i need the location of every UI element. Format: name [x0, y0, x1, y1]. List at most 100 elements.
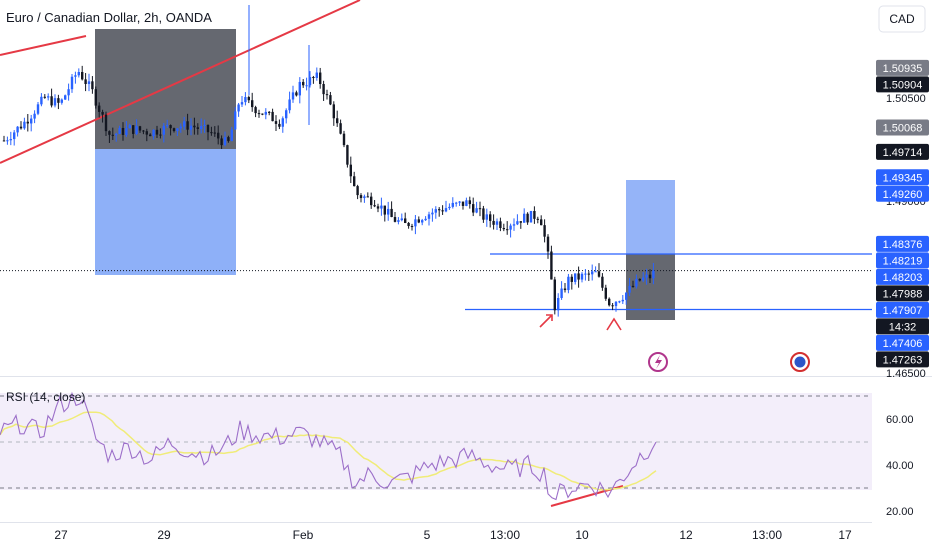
- candle[interactable]: [339, 119, 342, 135]
- candle[interactable]: [172, 127, 176, 133]
- candle[interactable]: [145, 128, 148, 142]
- candle[interactable]: [108, 130, 111, 143]
- candle[interactable]: [278, 119, 281, 130]
- candle[interactable]: [441, 205, 444, 215]
- candle[interactable]: [43, 94, 46, 99]
- price-badge[interactable]: 1.48203: [876, 268, 929, 285]
- trendline-upper[interactable]: [0, 35, 87, 56]
- candle[interactable]: [111, 127, 114, 141]
- candle[interactable]: [227, 135, 230, 143]
- candle[interactable]: [135, 119, 138, 136]
- candle[interactable]: [132, 125, 135, 139]
- candle[interactable]: [373, 200, 376, 208]
- candle[interactable]: [183, 116, 186, 131]
- candle[interactable]: [642, 272, 645, 283]
- candle[interactable]: [312, 75, 315, 84]
- candle[interactable]: [414, 214, 417, 235]
- candle[interactable]: [482, 205, 485, 223]
- candle[interactable]: [529, 210, 533, 223]
- candle[interactable]: [13, 130, 16, 146]
- candle[interactable]: [336, 110, 339, 127]
- candle[interactable]: [64, 94, 67, 100]
- candle[interactable]: [217, 125, 220, 145]
- candle[interactable]: [81, 65, 84, 81]
- candle[interactable]: [580, 272, 584, 283]
- candle[interactable]: [230, 126, 233, 142]
- candle[interactable]: [421, 218, 424, 226]
- candle[interactable]: [251, 92, 254, 112]
- candle[interactable]: [625, 292, 628, 305]
- candle[interactable]: [101, 109, 104, 123]
- candle[interactable]: [84, 73, 87, 92]
- candle[interactable]: [220, 135, 223, 149]
- candle[interactable]: [342, 130, 346, 148]
- candle[interactable]: [210, 126, 213, 136]
- candle[interactable]: [288, 91, 291, 114]
- candle[interactable]: [19, 121, 23, 130]
- candle[interactable]: [635, 274, 638, 289]
- candle[interactable]: [302, 79, 305, 88]
- candle[interactable]: [648, 269, 652, 284]
- candle[interactable]: [329, 91, 332, 106]
- candle[interactable]: [465, 197, 468, 207]
- candle[interactable]: [506, 221, 509, 235]
- candle[interactable]: [244, 92, 247, 106]
- trendline-channel[interactable]: [0, 0, 361, 164]
- candle[interactable]: [53, 94, 57, 108]
- candle[interactable]: [631, 280, 635, 288]
- candle[interactable]: [213, 126, 216, 137]
- candle[interactable]: [533, 206, 536, 224]
- candle[interactable]: [237, 102, 240, 117]
- candle[interactable]: [149, 133, 152, 137]
- candle[interactable]: [550, 245, 553, 280]
- candle[interactable]: [519, 221, 522, 229]
- candle[interactable]: [91, 76, 94, 94]
- candle[interactable]: [597, 263, 601, 278]
- candle[interactable]: [553, 276, 556, 315]
- candle[interactable]: [206, 124, 210, 141]
- candle[interactable]: [264, 108, 267, 120]
- candle[interactable]: [438, 207, 441, 217]
- candle[interactable]: [397, 217, 400, 225]
- candle[interactable]: [410, 223, 414, 231]
- candle[interactable]: [390, 201, 393, 218]
- candle[interactable]: [577, 266, 580, 288]
- candle[interactable]: [567, 273, 570, 294]
- candle[interactable]: [356, 184, 359, 200]
- rsi-label[interactable]: RSI (14, close): [6, 390, 85, 404]
- candle[interactable]: [121, 122, 125, 141]
- candle[interactable]: [176, 128, 179, 136]
- candle[interactable]: [291, 85, 295, 103]
- candle[interactable]: [308, 71, 312, 88]
- price-badge[interactable]: 1.47988: [876, 285, 929, 302]
- candle[interactable]: [196, 123, 199, 135]
- candle[interactable]: [186, 113, 189, 136]
- candle[interactable]: [574, 273, 577, 285]
- candle[interactable]: [142, 130, 145, 135]
- candle[interactable]: [67, 83, 70, 101]
- candle[interactable]: [614, 300, 618, 312]
- candle[interactable]: [489, 211, 492, 228]
- candle[interactable]: [618, 300, 621, 304]
- candle[interactable]: [621, 294, 624, 304]
- candle[interactable]: [203, 119, 206, 133]
- candle[interactable]: [407, 221, 410, 229]
- candle[interactable]: [16, 126, 19, 137]
- candle[interactable]: [540, 215, 543, 226]
- candle[interactable]: [512, 218, 516, 231]
- candle[interactable]: [563, 282, 567, 293]
- candle[interactable]: [557, 293, 560, 317]
- candle[interactable]: [376, 203, 380, 213]
- candle[interactable]: [50, 88, 53, 108]
- price-badge[interactable]: 1.48219: [876, 252, 929, 269]
- position-target-zone[interactable]: [626, 180, 675, 254]
- candle[interactable]: [254, 105, 257, 118]
- candle[interactable]: [601, 273, 604, 291]
- candle[interactable]: [6, 136, 9, 145]
- candle[interactable]: [128, 123, 131, 129]
- candle[interactable]: [155, 125, 159, 139]
- candle[interactable]: [359, 193, 363, 203]
- candle[interactable]: [234, 107, 237, 130]
- candle[interactable]: [305, 77, 308, 91]
- candle[interactable]: [638, 278, 641, 282]
